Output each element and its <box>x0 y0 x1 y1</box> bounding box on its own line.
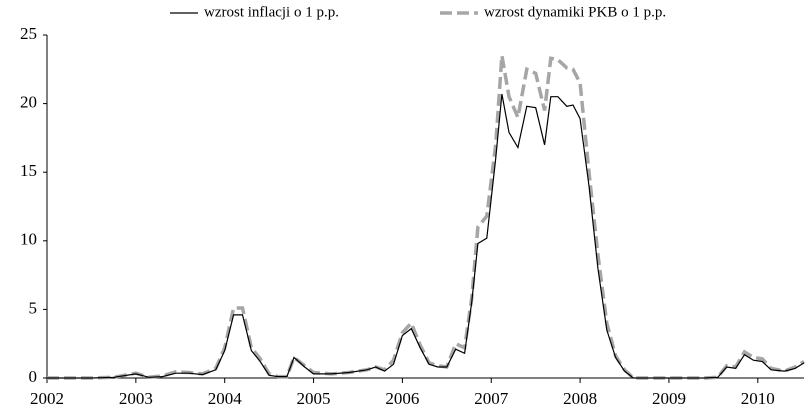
y-tick-label: 0 <box>29 367 38 386</box>
series-line <box>47 93 805 379</box>
x-tick-label: 2004 <box>208 389 243 408</box>
x-tick-label: 2010 <box>741 389 775 408</box>
y-tick-label: 25 <box>20 24 37 43</box>
y-tick-label: 20 <box>20 93 37 112</box>
x-tick-label: 2005 <box>297 389 331 408</box>
legend-label: wzrost inflacji o 1 p.p. <box>204 4 339 20</box>
x-tick-label: 2007 <box>474 389 509 408</box>
x-tick-label: 2003 <box>119 389 153 408</box>
series-line <box>47 55 805 380</box>
x-tick-label: 2006 <box>385 389 419 408</box>
y-tick-label: 15 <box>20 161 37 180</box>
y-tick-label: 10 <box>20 230 37 249</box>
legend-label: wzrost dynamiki PKB o 1 p.p. <box>484 4 666 20</box>
y-tick-label: 5 <box>29 298 38 317</box>
x-tick-label: 2009 <box>652 389 686 408</box>
x-tick-label: 2008 <box>563 389 597 408</box>
x-tick-label: 2002 <box>30 389 64 408</box>
